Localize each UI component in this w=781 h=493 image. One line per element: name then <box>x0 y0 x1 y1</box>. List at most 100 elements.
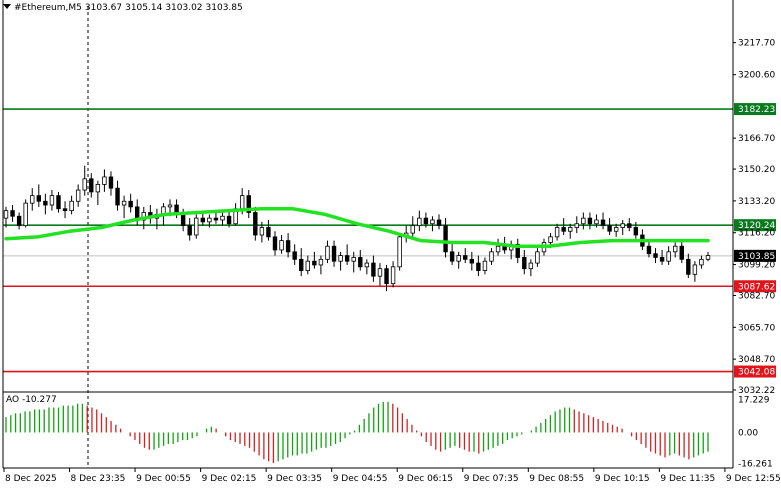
chart-header: #Ethereum,M5 3103.67 3105.14 3103.02 3103.85 <box>3 3 246 13</box>
time-tick-label: 9 Dec 11:35 <box>660 474 715 484</box>
time-tick-label: 9 Dec 04:55 <box>333 474 388 484</box>
candle-body <box>89 178 94 193</box>
candle-body <box>259 227 265 236</box>
candle-body <box>62 208 68 212</box>
dropdown-triangle-icon[interactable] <box>3 4 11 9</box>
price-tick-label: 3200.60 <box>738 71 775 81</box>
candle-body <box>456 255 461 262</box>
ao-tick-label: 0.00 <box>738 428 758 438</box>
candle-body <box>108 176 114 189</box>
price-tick-label: 3099.20 <box>738 261 775 271</box>
price-tick-label: 3150.20 <box>738 165 775 175</box>
candle-body <box>666 251 671 262</box>
candle-body <box>102 176 107 185</box>
ao-histogram <box>5 401 709 464</box>
level-label: 3182.23 <box>738 105 775 115</box>
candle-body <box>351 257 356 262</box>
candle-body <box>672 245 678 253</box>
candle-body <box>3 210 9 219</box>
candle-body <box>371 262 376 277</box>
candle-body <box>397 236 402 268</box>
level-lines: 3182.23 3120.24 3087.62 3042.08 3103.85 <box>3 103 776 378</box>
time-tick-label: 9 Dec 02:15 <box>202 474 257 484</box>
candles <box>3 165 711 292</box>
candle-body <box>476 262 481 271</box>
time-tick-label: 9 Dec 00:55 <box>136 474 191 484</box>
candle-body <box>568 227 573 232</box>
ma-line <box>4 207 710 248</box>
candle-body <box>279 240 284 251</box>
candle-body <box>581 217 586 225</box>
candle-body <box>56 195 61 210</box>
time-tick-label: 9 Dec 10:15 <box>595 474 650 484</box>
level-label-bg <box>734 365 776 378</box>
time-tick-label: 9 Dec 07:35 <box>464 474 519 484</box>
time-tick-label: 9 Dec 06:15 <box>398 474 453 484</box>
candle-body <box>331 245 337 262</box>
candle-body <box>390 266 396 285</box>
candle-body <box>705 255 711 260</box>
candle-body <box>187 225 192 236</box>
candle-body <box>463 255 468 260</box>
ohlc-open: 3103.67 <box>84 3 123 13</box>
candle-body <box>266 227 271 238</box>
candle-body <box>95 184 101 193</box>
candle-body <box>43 200 48 206</box>
level-label-bg <box>734 280 776 293</box>
candle-body <box>627 223 632 228</box>
candle-body <box>620 223 625 228</box>
candle-body <box>128 200 133 208</box>
candle-body <box>469 258 475 264</box>
candle-body <box>430 219 435 225</box>
candle-body <box>502 245 507 251</box>
candle-body <box>384 268 389 285</box>
price-tick-label: 3032.22 <box>738 386 775 396</box>
candle-body <box>253 212 258 236</box>
candle-body <box>121 200 127 206</box>
candle-body <box>659 257 665 262</box>
candle-body <box>522 257 527 270</box>
candle-body <box>69 200 74 212</box>
candle-body <box>646 245 652 255</box>
candle-body <box>49 195 55 206</box>
ao-tick-label: -16.261 <box>738 460 773 470</box>
candle-body <box>554 227 560 238</box>
candle-body <box>410 225 415 234</box>
candle-body <box>82 178 87 191</box>
price-tick-label: 3133.20 <box>738 197 775 207</box>
candle-body <box>436 219 442 227</box>
candle-body <box>220 215 225 221</box>
candle-body <box>272 236 278 251</box>
candle-body <box>10 210 15 217</box>
candle-body <box>299 258 304 271</box>
candle-body <box>194 217 199 236</box>
candle-body <box>587 217 593 225</box>
candle-body <box>377 268 383 277</box>
candle-body <box>443 225 448 253</box>
candle-body <box>417 217 422 227</box>
candle-body <box>594 219 599 225</box>
candle-body <box>364 262 370 268</box>
price-tick-label: 3166.70 <box>738 134 775 144</box>
candle-body <box>246 195 251 213</box>
ohlc-low: 3103.02 <box>165 3 203 13</box>
candle-body <box>561 227 566 232</box>
candle-body <box>213 217 219 221</box>
candle-body <box>239 195 245 210</box>
axis-labels: 3217.70 3200.60 3166.70 3150.20 3133.20 3116.… <box>5 39 781 484</box>
price-tick-label: 3217.70 <box>738 39 775 49</box>
candle-body <box>344 255 350 262</box>
current-price-bg <box>734 249 776 262</box>
candle-body <box>115 187 120 206</box>
candle-body <box>607 225 612 232</box>
candle-body <box>358 257 363 268</box>
candle-body <box>528 262 534 270</box>
candle-body <box>449 251 455 262</box>
level-label: 3042.08 <box>738 368 775 378</box>
candle-body <box>200 217 206 223</box>
candle-body <box>600 219 606 227</box>
candle-body <box>495 245 501 253</box>
candle-body <box>535 251 540 264</box>
